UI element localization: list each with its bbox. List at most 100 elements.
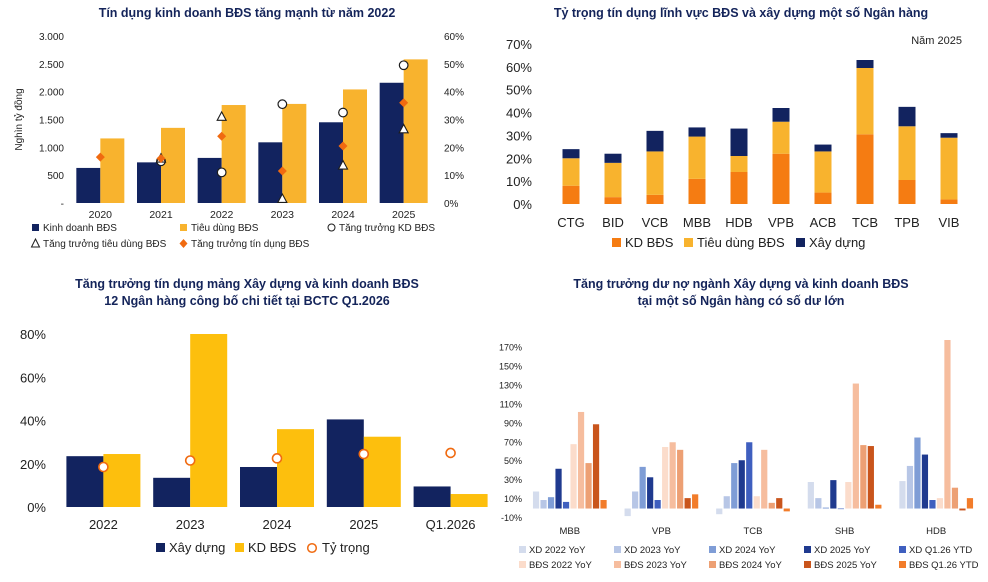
- marker-t-tr-ng-2023: [184, 455, 196, 466]
- marker-t-tr-ng-2024: [271, 453, 283, 464]
- bar-xd-2022-yoy-VPB: [624, 508, 631, 517]
- bar-kd-b-s-TCB: [856, 134, 874, 204]
- bar-b-s-q1-26-ytd-MBB: [600, 500, 607, 509]
- bar-xd-2024-yoy-VPB: [639, 466, 646, 509]
- chart-2-title: Tỷ trọng tín dụng lĩnh vực BĐS và xây dự…: [553, 6, 929, 20]
- bar-x-y-d-ng-VCB: [646, 130, 664, 152]
- bar-x-y-d-ng-VPB: [772, 108, 790, 122]
- bar-x-y-d-ng-2025: [326, 419, 364, 507]
- bar-ti-u-d-ng-b-s-TCB: [856, 68, 874, 135]
- chart-panel-bank-share: Tỷ trọng tín dụng lĩnh vực BĐS và xây dự…: [494, 0, 988, 262]
- bar-b-s-2023-yoy-TCB: [761, 449, 768, 509]
- legend-swatch-xd-2024-yoy: [709, 546, 716, 553]
- legend-label-t-ng-tr-ng-ti-u-d-ng-b-s: Tăng trưởng tiêu dùng BĐS: [43, 238, 167, 250]
- x-tick-label: ACB: [810, 215, 837, 230]
- marker-t-ng-tr-ng-t-n-d-ng-b-s-2022: [217, 131, 227, 141]
- bar-kd-b-s-2022: [103, 454, 141, 507]
- bar-b-s-2025-yoy-HDB: [959, 508, 966, 511]
- y-tick-label: 2.000: [39, 88, 64, 99]
- bar-ti-u-d-ng-b-s-VIB: [940, 137, 958, 200]
- legend-label-ti-u-d-ng-b-s: Tiêu dùng BĐS: [191, 223, 259, 234]
- bar-b-s-2025-yoy-SHB: [867, 446, 874, 509]
- y-tick-label: 150%: [499, 362, 522, 372]
- marker-t-ng-tr-ng-t-n-d-ng-b-s-2024: [338, 141, 348, 151]
- bar-kinh-doanh-b-s-2022: [197, 157, 222, 203]
- legend-label-b-s-2025-yoy: BĐS 2025 YoY: [814, 560, 878, 571]
- bar-b-s-2022-yoy-TCB: [753, 496, 760, 509]
- chart-2-svg: 0% 10% 20% 30% 40% 50% 60% 70% Năm 2025 CTG BID VCB…: [506, 35, 962, 250]
- y-tick-label: 30%: [504, 475, 522, 485]
- x-tick-label: TCB: [744, 526, 763, 537]
- bar-xd-2023-yoy-MBB: [540, 500, 547, 509]
- y-tick-label: 20%: [506, 151, 532, 166]
- legend-swatch-b-s-q1-26-ytd: [899, 561, 906, 568]
- x-tick-label: 2024: [331, 209, 355, 221]
- legend-swatch-b-s-2025-yoy: [804, 561, 811, 568]
- chart-3-title-line-2: 12 Ngân hàng công bố chi tiết tại BCTC Q…: [104, 294, 390, 308]
- bar-b-s-2022-yoy-MBB: [570, 444, 577, 509]
- legend-swatch-t-ng-tr-ng-ti-u-d-ng-b-s: [30, 237, 41, 248]
- bar-kd-b-s-Q1.2026: [450, 494, 488, 507]
- legend-label-t-tr-ng: Tỷ trọng: [322, 540, 370, 555]
- bar-kd-b-s-HDB: [730, 172, 748, 204]
- legend-swatch-b-s-2024-yoy: [709, 561, 716, 568]
- y-tick-label: 80%: [20, 327, 46, 342]
- legend-label-xd-2023-yoy: XD 2023 YoY: [624, 545, 681, 556]
- chart-4-title: Tăng trưởng dư nợ ngành Xây dựng và kinh…: [494, 276, 988, 310]
- bar-ti-u-d-ng-b-s-VCB: [646, 151, 664, 195]
- y-tick-label: 2.500: [39, 60, 64, 71]
- bar-ti-u-d-ng-b-s-ACB: [814, 151, 832, 193]
- x-tick-label: MBB: [683, 215, 711, 230]
- legend-swatch-kinh-doanh-b-s: [32, 224, 39, 231]
- bar-xd-2022-yoy-MBB: [532, 491, 540, 509]
- legend-swatch-kd-b-s: [612, 238, 621, 247]
- chart-2-annotation: Năm 2025: [911, 35, 962, 47]
- y2-tick-label: 20%: [444, 143, 464, 154]
- bar-x-y-d-ng-2024: [240, 466, 277, 507]
- x-tick-label: 2020: [89, 209, 113, 221]
- y-tick-label: 40%: [20, 414, 46, 429]
- y-tick-label: 60%: [20, 370, 46, 385]
- bar-xd-2024-yoy-TCB: [731, 463, 738, 509]
- marker-t-ng-tr-ng-kd-b-s-2024: [338, 107, 348, 118]
- bar-ti-u-d-ng-b-s-CTG: [562, 158, 580, 186]
- marker-t-ng-tr-ng-ti-u-d-ng-b-s-2025: [398, 123, 410, 134]
- chart-3-title-line-1: Tăng trưởng tín dụng mảng Xây dựng và ki…: [75, 277, 419, 291]
- bar-kd-b-s-2025: [363, 436, 401, 507]
- chart-3-svg: 0% 20% 40% 60% 80% 2022 2023 2024 2025 Q1.2026 Xây…: [20, 327, 488, 555]
- marker-t-ng-tr-ng-t-n-d-ng-b-s-2020: [95, 152, 105, 162]
- bar-xd-2022-yoy-TCB: [716, 508, 723, 515]
- marker-t-tr-ng-Q1.2026: [445, 447, 456, 459]
- legend-label-ti-u-d-ng-b-s: Tiêu dùng BĐS: [697, 235, 785, 250]
- bar-xd-2023-yoy-VPB: [632, 491, 639, 509]
- legend-swatch-t-ng-tr-ng-t-n-d-ng-b-s: [179, 239, 188, 248]
- y-tick-label: 110%: [500, 399, 522, 409]
- bar-ti-u-d-ng-b-s-BID: [604, 162, 622, 198]
- bar-x-y-d-ng-VIB: [940, 133, 958, 138]
- x-tick-label: 2025: [349, 517, 378, 532]
- y-tick-label: 70%: [504, 437, 522, 447]
- bar-xd-2022-yoy-HDB: [899, 481, 906, 509]
- bar-x-y-d-ng-TPB: [898, 106, 916, 127]
- bar-xd-q1-26-ytd-TCB: [746, 442, 753, 509]
- x-tick-label: HDB: [926, 526, 946, 537]
- marker-t-ng-tr-ng-ti-u-d-ng-b-s-2023: [276, 192, 288, 203]
- bar-b-s-2022-yoy-SHB: [845, 482, 852, 509]
- x-tick-label: VPB: [768, 215, 794, 230]
- bar-b-s-2023-yoy-MBB: [577, 411, 585, 509]
- bar-b-s-2024-yoy-TCB: [768, 502, 775, 509]
- y2-tick-label: 30%: [444, 116, 464, 127]
- y-tick-label: 70%: [506, 37, 532, 52]
- legend-swatch-b-s-2023-yoy: [614, 561, 621, 568]
- marker-t-ng-tr-ng-t-n-d-ng-b-s-2023: [277, 166, 287, 176]
- bar-ti-u-d-ng-b-s-2021: [161, 127, 185, 203]
- bar-xd-q1-26-ytd-VPB: [654, 500, 661, 509]
- bar-b-s-q1-26-ytd-VPB: [692, 494, 699, 509]
- legend-swatch-x-y-d-ng: [156, 543, 165, 552]
- bar-kd-b-s-VPB: [772, 153, 790, 204]
- y2-tick-label: 40%: [444, 88, 464, 99]
- chart-panel-credit-growth: Tín dụng kinh doanh BĐS tăng mạnh từ năm…: [0, 0, 494, 260]
- bar-xd-2024-yoy-SHB: [822, 507, 829, 509]
- bar-b-s-2023-yoy-VPB: [669, 442, 676, 509]
- legend-swatch-xd-2022-yoy: [519, 546, 526, 553]
